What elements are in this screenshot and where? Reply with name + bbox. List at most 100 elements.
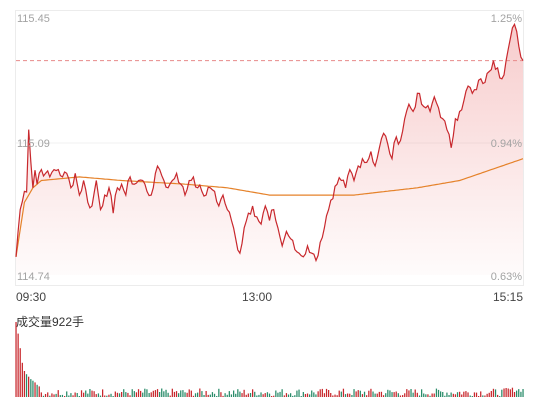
volume-bar: [95, 394, 97, 397]
volume-bar: [423, 393, 425, 397]
volume-bar: [418, 395, 421, 397]
volume-bar: [87, 393, 89, 397]
volume-bar: [342, 388, 345, 397]
volume-bar: [245, 394, 247, 397]
volume-bar: [226, 394, 228, 397]
volume-bar: [169, 395, 171, 397]
volume-bar: [165, 389, 167, 397]
volume-bar: [64, 396, 66, 397]
volume-bar: [135, 392, 138, 397]
volume-bar: [123, 389, 125, 397]
volume-bar: [429, 395, 431, 397]
volume-bar: [456, 392, 459, 397]
volume-bar: [224, 393, 226, 397]
volume-bar: [520, 391, 522, 397]
volume-bar: [380, 391, 383, 397]
time-label-open: 09:30: [16, 290, 46, 304]
volume-bar: [448, 395, 450, 397]
volume-bar: [40, 392, 42, 397]
volume-bar: [376, 393, 378, 397]
volume-bar: [357, 390, 359, 397]
volume-bar: [254, 391, 256, 397]
percent-tick-bottom: 0.63%: [491, 271, 522, 283]
volume-bar: [492, 388, 495, 397]
volume-bar: [97, 393, 100, 397]
volume-bar: [336, 395, 338, 397]
volume-bar: [446, 392, 448, 397]
volume-bar: [338, 390, 340, 397]
volume-bar: [220, 392, 222, 397]
volume-bar: [395, 391, 397, 397]
volume-bar: [363, 391, 366, 397]
volume-bar: [133, 391, 135, 397]
volume-bar: [247, 393, 249, 397]
volume-bar: [427, 394, 429, 397]
volume-bar: [49, 395, 51, 397]
volume-bar: [201, 391, 203, 397]
volume-bar: [161, 388, 163, 397]
volume-bar: [218, 388, 220, 397]
volume-bar: [150, 392, 152, 397]
volume-bar: [344, 394, 347, 397]
volume-bar: [68, 395, 70, 397]
volume-bar: [494, 389, 497, 397]
volume-bar: [302, 392, 304, 397]
volume-bar: [355, 391, 357, 397]
volume-bar: [397, 393, 399, 397]
volume-bar: [205, 391, 207, 397]
volume-bar: [239, 391, 241, 397]
volume-bar: [473, 392, 476, 397]
volume-bar: [287, 394, 290, 397]
volume-bar: [490, 391, 492, 397]
volume-bar: [47, 392, 49, 397]
volume-bar: [298, 389, 300, 397]
volume-bar: [249, 393, 252, 397]
volume-bar: [23, 371, 26, 397]
volume-bar: [399, 395, 402, 397]
volume-bar: [104, 395, 106, 397]
volume-bar: [32, 380, 34, 397]
volume-bar: [408, 390, 410, 397]
volume-bar: [146, 389, 148, 397]
volume-bar: [230, 394, 233, 397]
volume-bar: [256, 395, 258, 397]
volume-bar: [91, 390, 93, 397]
volume-bar: [186, 392, 188, 397]
volume-bar: [501, 389, 503, 397]
volume-bar: [461, 394, 463, 397]
volume-bar: [370, 388, 372, 397]
volume-bar: [194, 393, 197, 397]
volume-bar: [471, 396, 473, 397]
volume-bar: [89, 389, 91, 397]
volume-bar: [317, 391, 319, 397]
volume-bar: [216, 396, 218, 397]
volume-bar: [435, 388, 438, 397]
volume-bar: [275, 390, 277, 397]
volume-bar: [410, 389, 412, 397]
volume-bar: [61, 394, 64, 397]
volume-bar: [222, 395, 224, 397]
volume-bar: [522, 389, 524, 397]
volume-bar: [440, 391, 442, 397]
volume-bar: [315, 394, 317, 397]
volume-bar: [36, 384, 38, 397]
volume-bar: [391, 392, 393, 397]
volume-bar: [465, 391, 467, 397]
volume-bar: [334, 394, 336, 397]
volume-bar: [323, 393, 326, 397]
volume-bar: [437, 389, 440, 397]
volume-bar: [505, 388, 507, 397]
volume-bar: [412, 392, 414, 397]
volume-bar: [283, 395, 285, 397]
volume-bar: [268, 393, 271, 397]
volume-bar: [129, 395, 131, 397]
volume-bar: [173, 391, 176, 397]
volume-bar: [17, 333, 19, 397]
volume-bar: [233, 390, 235, 397]
volume-bar: [154, 390, 157, 397]
volume-bar: [55, 393, 57, 397]
volume-bar: [106, 395, 108, 397]
volume-bar: [53, 394, 55, 397]
volume-bar: [213, 393, 216, 397]
